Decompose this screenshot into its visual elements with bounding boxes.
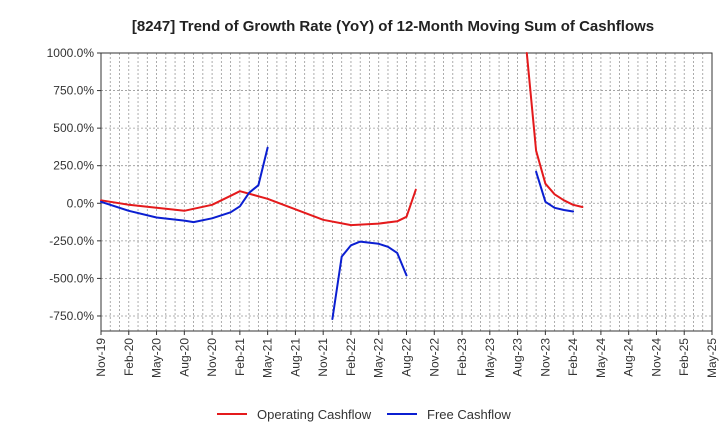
x-tick-label: May-21 — [261, 338, 275, 378]
x-tick-label: Aug-20 — [177, 338, 191, 377]
y-tick-label: 750.0% — [53, 84, 94, 98]
x-tick-label: May-25 — [705, 338, 719, 378]
series-layer — [100, 52, 584, 320]
x-axis: Nov-19 Feb-20 May-20 Aug-20 Nov-20 Feb-21 May-… — [94, 331, 719, 378]
x-tick-label: Nov-24 — [649, 338, 663, 377]
x-tick-label: Nov-19 — [94, 338, 108, 377]
x-tick-label: May-24 — [594, 338, 608, 378]
x-tick-label: Nov-21 — [316, 338, 330, 377]
x-tick-label: Aug-22 — [400, 338, 414, 377]
legend: Operating Cashflow Free Cashflow — [217, 407, 511, 422]
x-tick-label: Feb-24 — [566, 338, 580, 376]
x-tick-label: Feb-25 — [677, 338, 691, 376]
x-tick-label: Aug-21 — [288, 338, 302, 377]
x-tick-label: Feb-21 — [233, 338, 247, 376]
series-line-free-cashflow — [331, 240, 408, 320]
y-tick-label: -250.0% — [49, 234, 94, 248]
x-tick-label: Feb-22 — [344, 338, 358, 376]
x-tick-label: May-20 — [150, 338, 164, 378]
legend-label-operating-cashflow: Operating Cashflow — [257, 407, 372, 422]
x-tick-label: Aug-24 — [622, 338, 636, 377]
x-tick-label: May-23 — [483, 338, 497, 378]
series-line-free-cashflow — [535, 170, 575, 213]
y-axis: 1000.0% 750.0% 500.0% 250.0% 0.0% -250.0% -500… — [47, 46, 101, 323]
y-tick-label: -500.0% — [49, 271, 94, 285]
y-tick-label: -750.0% — [49, 309, 94, 323]
chart-title: [8247] Trend of Growth Rate (YoY) of 12-… — [132, 18, 654, 35]
x-tick-label: Feb-20 — [122, 338, 136, 376]
grid — [101, 53, 712, 331]
legend-label-free-cashflow: Free Cashflow — [427, 407, 511, 422]
series-line-free-cashflow — [100, 146, 269, 224]
y-tick-label: 500.0% — [53, 121, 94, 135]
x-tick-label: Nov-23 — [538, 338, 552, 377]
x-tick-label: Feb-23 — [455, 338, 469, 376]
x-tick-label: Aug-23 — [511, 338, 525, 377]
x-tick-label: Nov-22 — [427, 338, 441, 377]
y-tick-label: 1000.0% — [47, 46, 95, 60]
y-tick-label: 0.0% — [67, 196, 95, 210]
y-tick-label: 250.0% — [53, 159, 94, 173]
series-line-operating-cashflow — [525, 52, 584, 208]
x-tick-label: May-22 — [372, 338, 386, 378]
x-tick-label: Nov-20 — [205, 338, 219, 377]
series-line-operating-cashflow — [100, 188, 417, 227]
